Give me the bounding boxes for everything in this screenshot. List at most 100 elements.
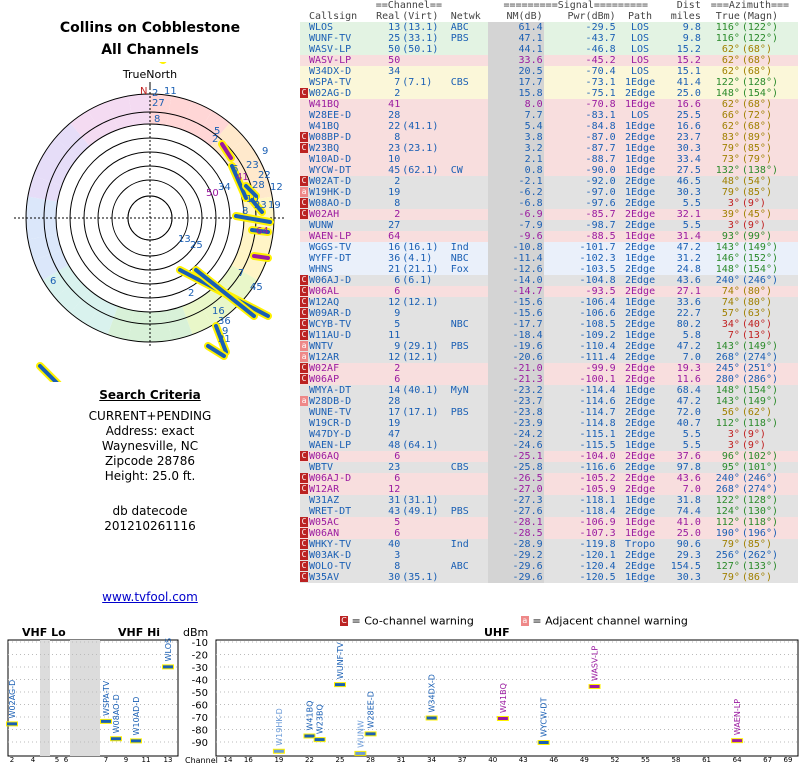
station-row[interactable]: WMYA-DT 14 (40.1) MyN -23.2 -114.4 1Edge 68.4 14… [300,385,798,396]
station-row[interactable]: WSPA-TV 7 (7.1) CBS 17.7 -73.1 1Edge 41.4 122° (1… [300,77,798,88]
adjacent-warning-icon: a [300,341,308,351]
azimuth-true: 74° [721,297,740,308]
warning-cell: C [300,176,308,187]
station-row[interactable]: a W19HK-D 19 -6.2 -97.0 1Edge 30.3 79° (85°) [300,187,798,198]
station-bar[interactable] [111,737,121,741]
polar-station-marks [36,62,274,382]
station-row[interactable]: C W12AQ 12 (12.1) -15.6 -106.4 1Edge 33.6 74° (80… [300,297,798,308]
station-row[interactable]: W31AZ 31 (31.1) -27.3 -118.1 1Edge 31.8 122° (12… [300,495,798,506]
station-row[interactable]: C W12AR 12 -27.0 -105.9 2Edge 7.0 268° (274°) [300,484,798,495]
station-row[interactable]: C WHKY-TV 40 Ind -28.9 -119.8 Tropo 90.6 79° (85°… [300,539,798,550]
station-bar[interactable] [304,734,315,738]
noise-margin: -27.6 [488,506,544,517]
station-row[interactable]: W19CR-D 19 -23.9 -114.8 2Edge 40.7 112° (118°) [300,418,798,429]
real-channel: 2 [394,176,401,187]
station-row[interactable]: WYFF-DT 36 (4.1) NBC -11.4 -102.3 1Edge 31.2 146… [300,253,798,264]
station-row[interactable]: WAEN-LP 48 (64.1) -24.6 -115.5 1Edge 5.5 3° (9°) [300,440,798,451]
station-row[interactable]: C W08AO-D 8 -6.8 -97.6 2Edge 5.5 3° (9°) [300,198,798,209]
warning-cell [300,264,308,275]
station-bar[interactable] [355,751,366,755]
tvfool-link[interactable]: www.tvfool.com [102,590,198,604]
path-type: 1Edge [624,165,656,176]
station-row[interactable]: a W12AR 12 (12.1) -20.6 -111.4 2Edge 7.0 268° (27… [300,352,798,363]
station-bar[interactable] [7,722,17,726]
station-row[interactable]: WHNS 21 (21.1) Fox -12.6 -103.5 2Edge 24.8 148°(… [300,264,798,275]
station-bar[interactable] [335,683,345,687]
station-row[interactable]: W10AD-D 10 2.1 -88.7 1Edge 33.4 73° (79°) [300,154,798,165]
warning-cell [300,44,308,55]
station-row[interactable]: WUNE-TV 17 (17.1) PBS -23.8 -114.7 2Edge 72.0 56… [300,407,798,418]
station-row[interactable]: WAEN-LP 64 -9.6 -88.5 1Edge 31.4 93° (99°) [300,231,798,242]
station-bar[interactable] [365,732,376,736]
station-row[interactable]: C W11AU-D 11 -18.4 -109.2 1Edge 5.8 7° (13°) [300,330,798,341]
station-row[interactable]: a WNTV 9 (29.1) PBS -19.6 -110.4 2Edge 47.2 143°(… [300,341,798,352]
azimuth-magnetic: (152°) [741,253,778,264]
station-row[interactable]: C W05AC 5 -28.1 -106.9 1Edge 41.0 112° (118°) [300,517,798,528]
station-row[interactable]: W28EE-D 28 7.7 -83.1 LOS 25.5 66° (72°) [300,110,798,121]
azimuth-true: 122° [715,77,740,88]
station-bar[interactable] [589,685,600,688]
station-row[interactable]: C W23BQ 23 (23.1) 3.2 -87.7 1Edge 30.3 79° (85°) [300,143,798,154]
station-row[interactable]: WASV-LP 50 33.6 -45.2 LOS 15.2 62° (68°) [300,55,798,66]
station-row[interactable]: WASV-LP 50 (50.1) 44.1 -46.8 LOS 15.2 62° (68°) [300,44,798,55]
station-row[interactable]: C W35AV 30 (35.1) -29.6 -120.5 1Edge 30.3 79° (86… [300,572,798,583]
station-row[interactable]: WUNF-TV 25 (33.1) PBS 47.1 -43.7 LOS 9.8 116° (12… [300,33,798,44]
real-channel: 36 [388,253,401,264]
power-dbm: -93.5 [585,286,616,297]
polar-station-label: 25 [190,240,203,251]
station-row[interactable]: WBTV 23 CBS -25.8 -116.6 2Edge 97.8 95° (101°) [300,462,798,473]
station-bar[interactable] [314,738,325,742]
station-bar[interactable] [273,749,284,753]
station-bar[interactable] [101,719,111,723]
station-row[interactable]: C W02AT-D 2 -2.1 -92.0 2Edge 46.5 48° (54°) [300,176,798,187]
station-row[interactable]: W41BQ 41 8.0 -70.8 1Edge 16.6 62° (68°) [300,99,798,110]
azimuth-true: 240° [715,275,740,286]
station-bar[interactable] [163,665,173,669]
network [450,220,488,231]
station-row[interactable]: C W06AP 6 -21.3 -100.1 2Edge 11.6 280° (286°) [300,374,798,385]
station-row[interactable]: C WOLO-TV 8 ABC -29.6 -120.4 2Edge 154.5 127° (13… [300,561,798,572]
azimuth-magnetic: (99°) [741,231,772,242]
station-row[interactable]: C W06AJ-D 6 (6.1) -14.0 -104.8 2Edge 43.6 240° (2… [300,275,798,286]
azimuth-magnetic: (68°) [741,66,772,77]
power-dbm: -85.7 [585,209,616,220]
station-row[interactable]: C W06AN 6 -28.5 -107.3 1Edge 25.0 190° (196°) [300,528,798,539]
station-row[interactable]: WUNW 27 -7.9 -98.7 2Edge 5.5 3° (9°) [300,220,798,231]
col-netwk: Netwk [450,11,481,22]
station-row[interactable]: W41BQ 22 (41.1) 5.4 -84.8 1Edge 16.6 62° (68°) [300,121,798,132]
noise-margin: -18.4 [488,330,544,341]
station-row[interactable]: WYCW-DT 45 (62.1) CW 0.8 -90.0 1Edge 27.5 132° (1… [300,165,798,176]
station-row[interactable]: C W08BP-D 8 3.8 -87.0 2Edge 23.7 83° (89°) [300,132,798,143]
station-row[interactable]: C W02AG-D 2 15.8 -75.1 2Edge 25.0 148° (154°) [300,88,798,99]
network [450,308,488,319]
virtual-channel [401,66,449,77]
station-row[interactable]: WGGS-TV 16 (16.1) Ind -10.8 -101.7 2Edge 47.2 14… [300,242,798,253]
azimuth-true: 148° [715,264,740,275]
station-row[interactable]: C W02AF 2 -21.0 -99.9 2Edge 19.3 245° (251°) [300,363,798,374]
noise-margin: -12.6 [488,264,544,275]
station-bar[interactable] [538,741,549,744]
station-row[interactable]: WRET-DT 43 (49.1) PBS -27.6 -118.4 2Edge 74.4 12… [300,506,798,517]
station-row[interactable]: C W02AH 2 -6.9 -85.7 2Edge 32.1 39° (45°) [300,209,798,220]
station-bar[interactable] [131,739,141,743]
station-row[interactable]: C W03AK-D 3 -29.2 -120.1 2Edge 29.3 256° (262°) [300,550,798,561]
path-type: LOS [631,33,650,44]
station-bar[interactable] [426,716,437,720]
uhf-channel-tick: 19 [274,756,283,764]
station-row[interactable]: W47DY-D 47 -24.2 -115.1 2Edge 5.5 3° (9°) [300,429,798,440]
station-row[interactable]: C W06AQ 6 -25.1 -104.0 2Edge 37.6 96° (102°) [300,451,798,462]
station-bar[interactable] [732,739,743,743]
network [450,495,488,506]
callsign: W19HK-D [309,187,352,198]
station-row[interactable]: C W06AL 6 -14.7 -93.5 2Edge 27.1 74° (80°) [300,286,798,297]
noise-margin: -2.1 [488,176,544,187]
station-row[interactable]: a W28DB-D 28 -23.7 -114.6 2Edge 47.2 143° (149°) [300,396,798,407]
azimuth-magnetic: (196°) [741,528,778,539]
station-row[interactable]: C W09AR-D 9 -15.6 -106.6 2Edge 22.7 57° (63°) [300,308,798,319]
station-row[interactable]: WLOS 13 (13.1) ABC 61.4 -29.5 LOS 9.8 116° (122°) [300,22,798,33]
station-row[interactable]: C W06AJ-D 6 -26.5 -105.2 2Edge 43.6 240° (246°) [300,473,798,484]
station-bar[interactable] [497,717,508,720]
station-row[interactable]: W34DX-D 34 20.5 -70.4 LOS 15.1 62° (68°) [300,66,798,77]
criteria-heading: Search Criteria [99,388,201,402]
station-row[interactable]: C WCYB-TV 5 NBC -17.7 -108.5 2Edge 80.2 34° (40°) [300,319,798,330]
